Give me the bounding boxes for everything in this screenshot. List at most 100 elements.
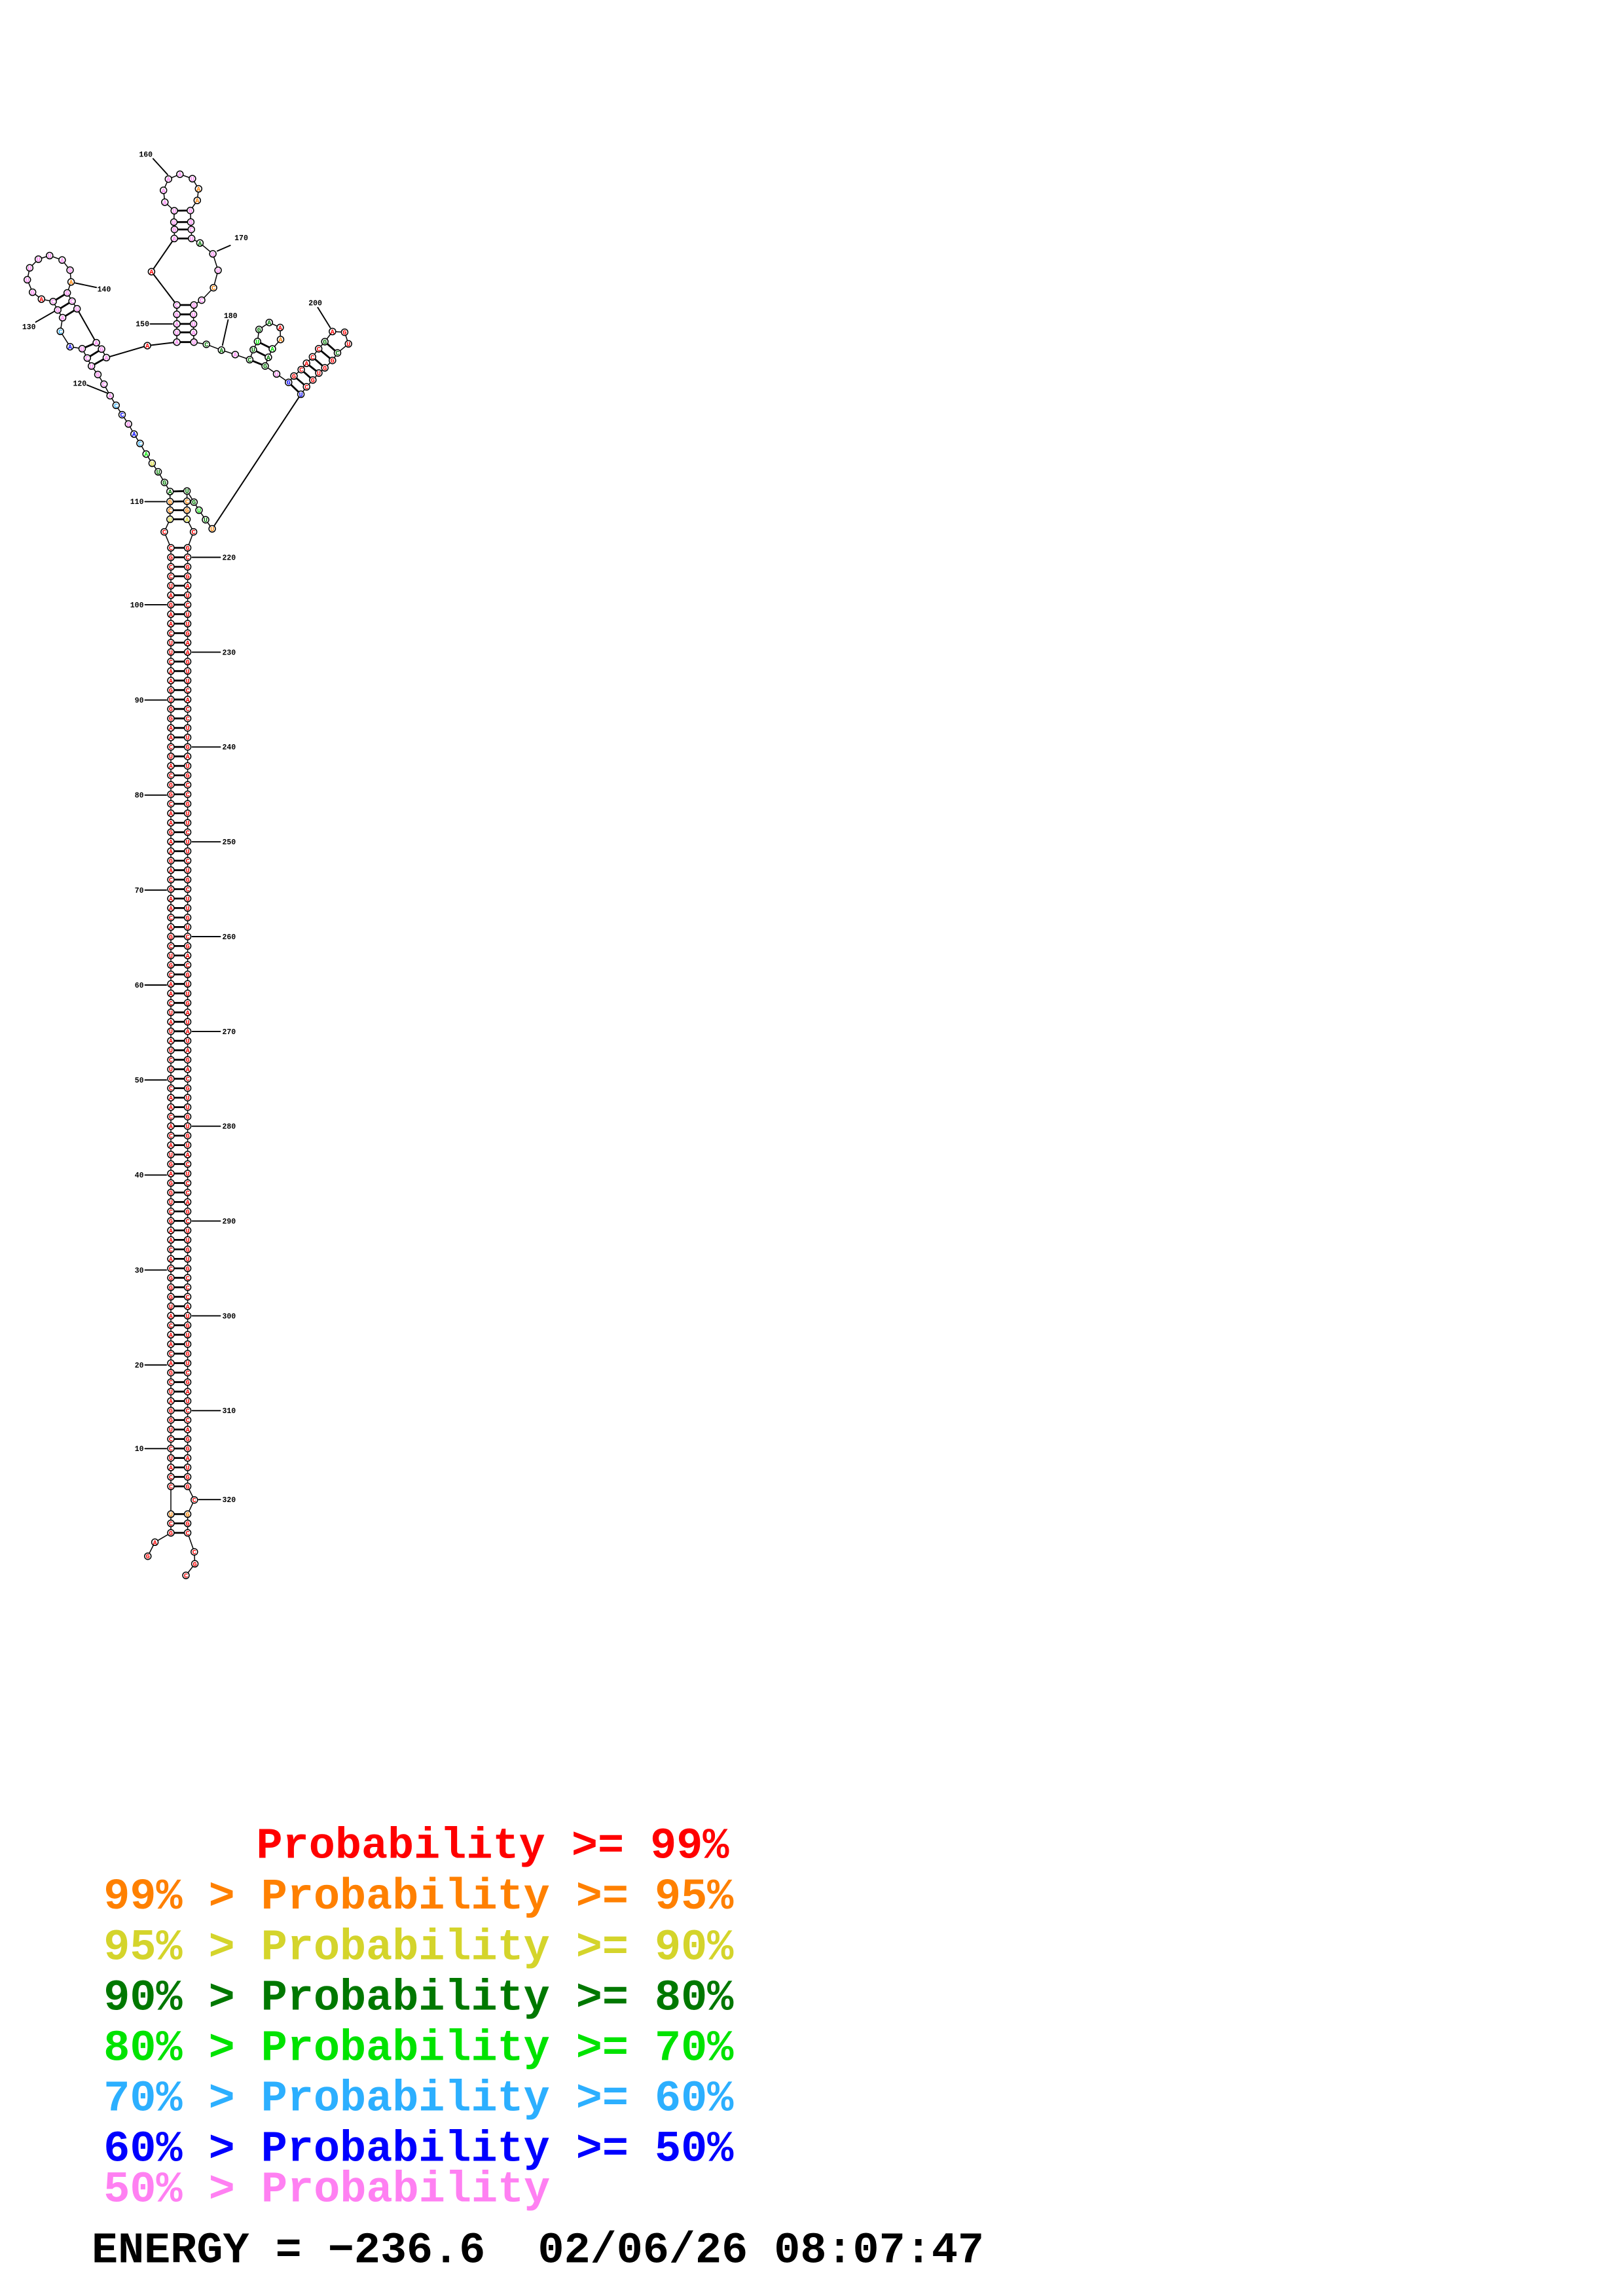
svg-text:G: G: [186, 565, 190, 572]
svg-text:G: G: [186, 1247, 190, 1254]
svg-text:U: U: [186, 991, 190, 998]
svg-text:A: A: [186, 697, 190, 704]
svg-text:G: G: [169, 1162, 173, 1169]
svg-text:C: C: [169, 1323, 173, 1330]
svg-text:U: U: [186, 906, 190, 913]
svg-text:110: 110: [130, 498, 144, 507]
svg-text:A: A: [169, 840, 173, 847]
svg-text:U: U: [26, 278, 29, 285]
svg-text:C: C: [169, 631, 173, 638]
svg-text:A: A: [186, 1200, 190, 1207]
svg-text:95% > Probability >= 90%: 95% > Probability >= 90%: [103, 1924, 734, 1973]
svg-text:G: G: [186, 1437, 190, 1444]
svg-text:60: 60: [135, 982, 144, 990]
svg-text:U: U: [90, 364, 94, 371]
svg-text:U: U: [251, 348, 255, 355]
svg-text:G: G: [56, 308, 60, 315]
svg-text:70% > Probability >= 60%: 70% > Probability >= 60%: [103, 2074, 734, 2124]
svg-text:C: C: [186, 1077, 190, 1084]
svg-text:C: C: [120, 412, 124, 420]
svg-text:U: U: [186, 735, 190, 742]
svg-text:G: G: [175, 312, 179, 319]
svg-text:C: C: [70, 299, 74, 306]
svg-text:U: U: [186, 1143, 190, 1150]
svg-text:A: A: [278, 337, 282, 344]
svg-text:U: U: [186, 1020, 190, 1027]
svg-text:90: 90: [135, 697, 144, 706]
svg-text:60% > Probability >= 50%: 60% > Probability >= 50%: [103, 2125, 734, 2175]
svg-text:U: U: [169, 1390, 173, 1397]
svg-text:U: U: [169, 640, 173, 647]
svg-text:U: U: [169, 754, 173, 761]
svg-text:50: 50: [135, 1077, 144, 1085]
svg-text:C: C: [169, 1484, 173, 1492]
svg-text:A: A: [169, 1333, 173, 1340]
svg-text:G: G: [263, 364, 267, 371]
svg-text:A: A: [169, 1257, 173, 1264]
svg-text:G: G: [169, 1219, 173, 1226]
svg-text:U: U: [186, 1399, 190, 1406]
svg-text:A: A: [186, 1456, 190, 1463]
svg-text:G: G: [169, 1408, 173, 1416]
svg-text:U: U: [80, 346, 84, 353]
svg-text:A: A: [169, 593, 173, 600]
svg-text:A: A: [169, 735, 173, 742]
svg-text:U: U: [186, 612, 190, 619]
svg-text:C: C: [186, 830, 190, 837]
svg-text:C: C: [186, 1408, 190, 1416]
svg-text:A: A: [195, 198, 199, 206]
svg-text:C: C: [304, 385, 308, 392]
svg-text:220: 220: [223, 554, 236, 562]
svg-text:A: A: [233, 352, 237, 359]
svg-text:U: U: [169, 1067, 173, 1074]
svg-text:A: A: [266, 355, 270, 362]
svg-text:A: A: [186, 640, 190, 647]
svg-text:A: A: [169, 811, 173, 818]
svg-text:A: A: [60, 258, 64, 265]
svg-text:C: C: [169, 1352, 173, 1359]
svg-text:A: A: [169, 669, 173, 676]
svg-text:A: A: [169, 621, 173, 628]
svg-text:C: C: [186, 555, 190, 562]
svg-text:G: G: [186, 1484, 190, 1492]
svg-text:C: C: [175, 303, 179, 310]
svg-text:C: C: [169, 1134, 173, 1141]
svg-text:C: C: [169, 944, 173, 951]
svg-text:U: U: [210, 527, 214, 534]
svg-text:A: A: [104, 355, 108, 363]
svg-text:U: U: [175, 330, 179, 337]
svg-text:10: 10: [135, 1445, 144, 1454]
svg-text:U: U: [346, 342, 350, 349]
svg-text:A: A: [166, 177, 170, 184]
svg-text:G: G: [192, 303, 196, 310]
svg-text:C: C: [169, 1521, 173, 1528]
svg-text:C: C: [186, 1191, 190, 1198]
svg-text:C: C: [169, 565, 173, 572]
svg-text:C: C: [169, 1001, 173, 1008]
svg-text:C: C: [51, 299, 55, 306]
svg-text:C: C: [168, 508, 172, 515]
svg-text:U: U: [186, 1333, 190, 1340]
svg-text:C: C: [192, 1498, 196, 1505]
svg-text:A: A: [196, 187, 200, 194]
svg-text:U: U: [186, 621, 190, 628]
svg-text:A: A: [267, 320, 271, 327]
svg-text:U: U: [204, 518, 208, 525]
svg-text:C: C: [184, 1573, 188, 1581]
svg-text:C: C: [169, 1437, 173, 1444]
svg-text:G: G: [186, 915, 190, 922]
svg-text:A: A: [169, 1228, 173, 1235]
svg-text:G: G: [169, 963, 173, 970]
svg-text:C: C: [335, 351, 339, 358]
svg-text:C: C: [169, 574, 173, 581]
svg-text:C: C: [192, 1550, 196, 1557]
svg-text:C: C: [186, 602, 190, 609]
svg-text:U: U: [169, 1029, 173, 1036]
svg-text:G: G: [323, 340, 327, 347]
svg-text:A: A: [168, 490, 172, 497]
svg-text:G: G: [323, 366, 327, 373]
svg-text:U: U: [192, 312, 196, 319]
svg-text:U: U: [186, 1361, 190, 1368]
svg-text:20: 20: [135, 1361, 144, 1370]
svg-text:A: A: [186, 1029, 190, 1036]
